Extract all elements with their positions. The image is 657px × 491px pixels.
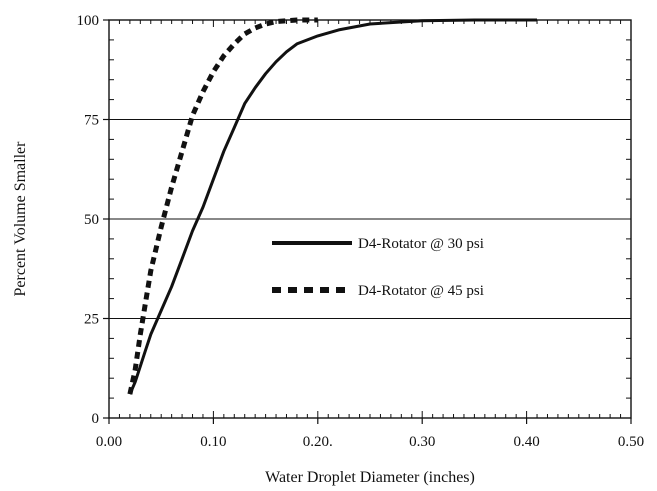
x-tick-label: 0.10: [200, 434, 226, 450]
y-tick-label: 50: [84, 212, 99, 228]
series-lines: [127, 17, 537, 395]
x-tick-label: 0.30: [409, 434, 435, 450]
axis-ticks: 0.00 0.10 0.20. 0.30 0.40 0.50 0 25 50 75 100: [77, 13, 645, 450]
legend-label-1: D4-Rotator @ 30 psi: [358, 236, 484, 252]
y-axis-title: Percent Volume Smaller: [12, 141, 29, 297]
y-tick-label: 25: [84, 312, 99, 328]
series-line-2: [127, 17, 318, 395]
y-tick-label: 0: [92, 411, 100, 427]
x-tick-label: 0.00: [96, 434, 122, 450]
legend-label-2: D4-Rotator @ 45 psi: [358, 283, 484, 299]
grid-lines: [109, 118, 631, 320]
legend: D4-Rotator @ 30 psi D4-Rotator @ 45 psi: [272, 236, 484, 299]
x-axis-title: Water Droplet Diameter (inches): [265, 469, 475, 486]
x-tick-label: 0.50: [618, 434, 644, 450]
y-tick-label: 75: [84, 113, 99, 129]
x-tick-label: 0.20.: [303, 434, 333, 450]
series-line-1: [128, 18, 537, 395]
y-tick-label: 100: [77, 13, 100, 29]
x-tick-label: 0.40: [513, 434, 539, 450]
